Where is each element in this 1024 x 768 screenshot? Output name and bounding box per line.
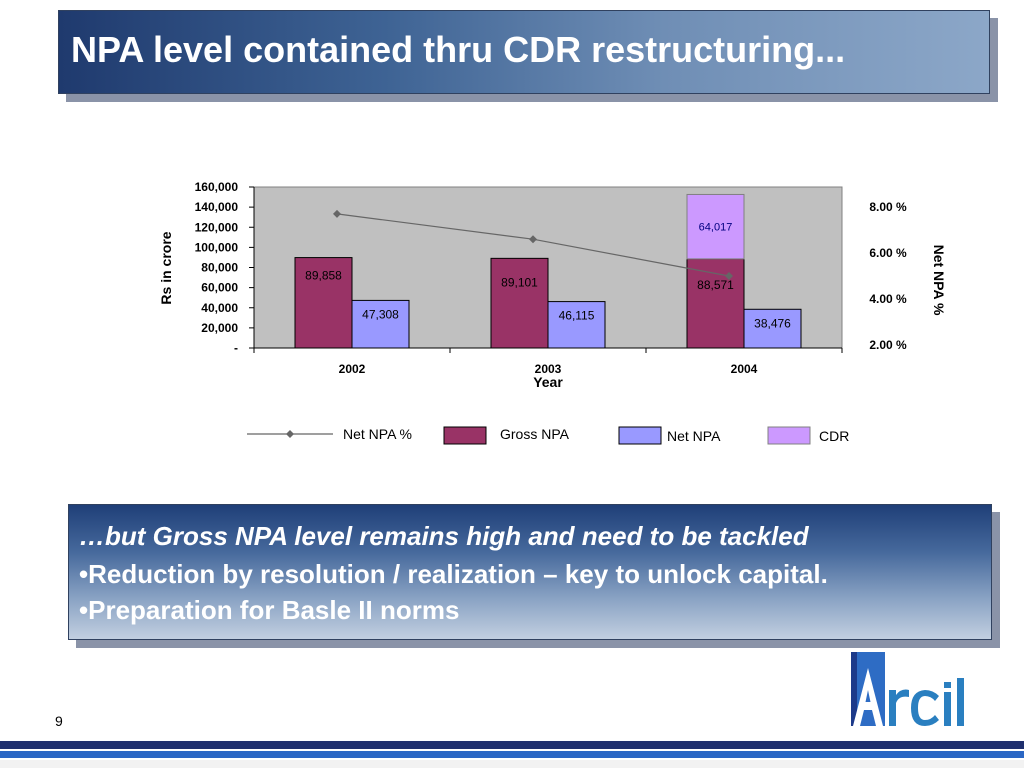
y-tick-label: 80,000 bbox=[201, 261, 238, 275]
data-label-net-npa: 38,476 bbox=[754, 316, 791, 330]
marker-net-npa-pct bbox=[725, 272, 733, 280]
y-tick-label: 120,000 bbox=[195, 220, 239, 234]
y-tick-label: 140,000 bbox=[195, 200, 239, 214]
x-axis-label: Year bbox=[533, 374, 563, 390]
bullet-item: •Reduction by resolution / realization –… bbox=[79, 559, 828, 589]
y-tick-label: - bbox=[234, 341, 238, 355]
x-tick-label: 2002 bbox=[339, 362, 366, 376]
data-label-cdr: 64,017 bbox=[699, 221, 733, 233]
y2-tick-label: 4.00 % bbox=[869, 292, 907, 306]
footer-band-blue bbox=[0, 751, 1024, 758]
y-tick-label: 160,000 bbox=[195, 180, 239, 194]
data-label-gross-npa: 88,571 bbox=[697, 278, 734, 292]
npa-chart: - 20,000 40,000 60,000 80,000 100,000 120,000 1… bbox=[158, 180, 947, 445]
bullet-item: •Preparation for Basle II norms bbox=[79, 595, 460, 625]
bar-cdr bbox=[686, 193, 745, 260]
y-tick-label: 100,000 bbox=[195, 240, 239, 254]
data-label-gross-npa: 89,858 bbox=[305, 269, 342, 283]
legend-swatch-cdr bbox=[767, 426, 811, 445]
legend-label-gross-npa: Gross NPA bbox=[500, 426, 570, 442]
footer-band-light bbox=[0, 760, 1024, 768]
bar-net-npa bbox=[743, 308, 802, 349]
legend-label-net-npa-pct: Net NPA % bbox=[343, 426, 412, 442]
marker-net-npa-pct bbox=[529, 235, 537, 244]
legend-marker-net-npa-pct bbox=[286, 430, 294, 438]
x-tick-label: 2004 bbox=[731, 362, 758, 376]
legend-swatch-gross-npa bbox=[443, 426, 487, 445]
bar-net-npa bbox=[351, 299, 410, 349]
y-tick-label: 20,000 bbox=[201, 321, 238, 335]
data-label-net-npa: 46,115 bbox=[559, 309, 595, 323]
y2-tick-label: 6.00 % bbox=[869, 246, 907, 260]
data-label-net-npa: 47,308 bbox=[362, 307, 399, 321]
legend-label-cdr: CDR bbox=[819, 428, 849, 444]
footer-band-dark bbox=[0, 741, 1024, 749]
bar-net-npa bbox=[547, 301, 606, 349]
y-axis-label: Rs in crore bbox=[158, 231, 174, 304]
y2-tick-label: 8.00 % bbox=[869, 200, 907, 214]
y2-axis-label: Net NPA % bbox=[931, 245, 947, 316]
y-tick-label: 40,000 bbox=[201, 301, 238, 315]
legend-swatch-net-npa bbox=[618, 426, 662, 445]
y-tick-label: 60,000 bbox=[201, 281, 238, 295]
bar-gross-npa bbox=[490, 257, 549, 349]
x-tick-label: 2003 bbox=[535, 362, 562, 376]
page-number: 9 bbox=[55, 713, 63, 729]
marker-net-npa-pct bbox=[333, 209, 341, 218]
summary-box: …but Gross NPA level remains high and ne… bbox=[68, 504, 992, 640]
data-label-gross-npa: 89,101 bbox=[501, 275, 538, 289]
slide-title: NPA level contained thru CDR restructuri… bbox=[71, 29, 846, 70]
legend-label-net-npa: Net NPA bbox=[667, 428, 721, 444]
title-banner: NPA level contained thru CDR restructuri… bbox=[58, 10, 990, 94]
bar-gross-npa bbox=[686, 258, 745, 349]
arcil-logo bbox=[851, 652, 964, 726]
summary-heading: …but Gross NPA level remains high and ne… bbox=[79, 521, 809, 551]
y2-tick-label: 2.00 % bbox=[869, 338, 907, 352]
